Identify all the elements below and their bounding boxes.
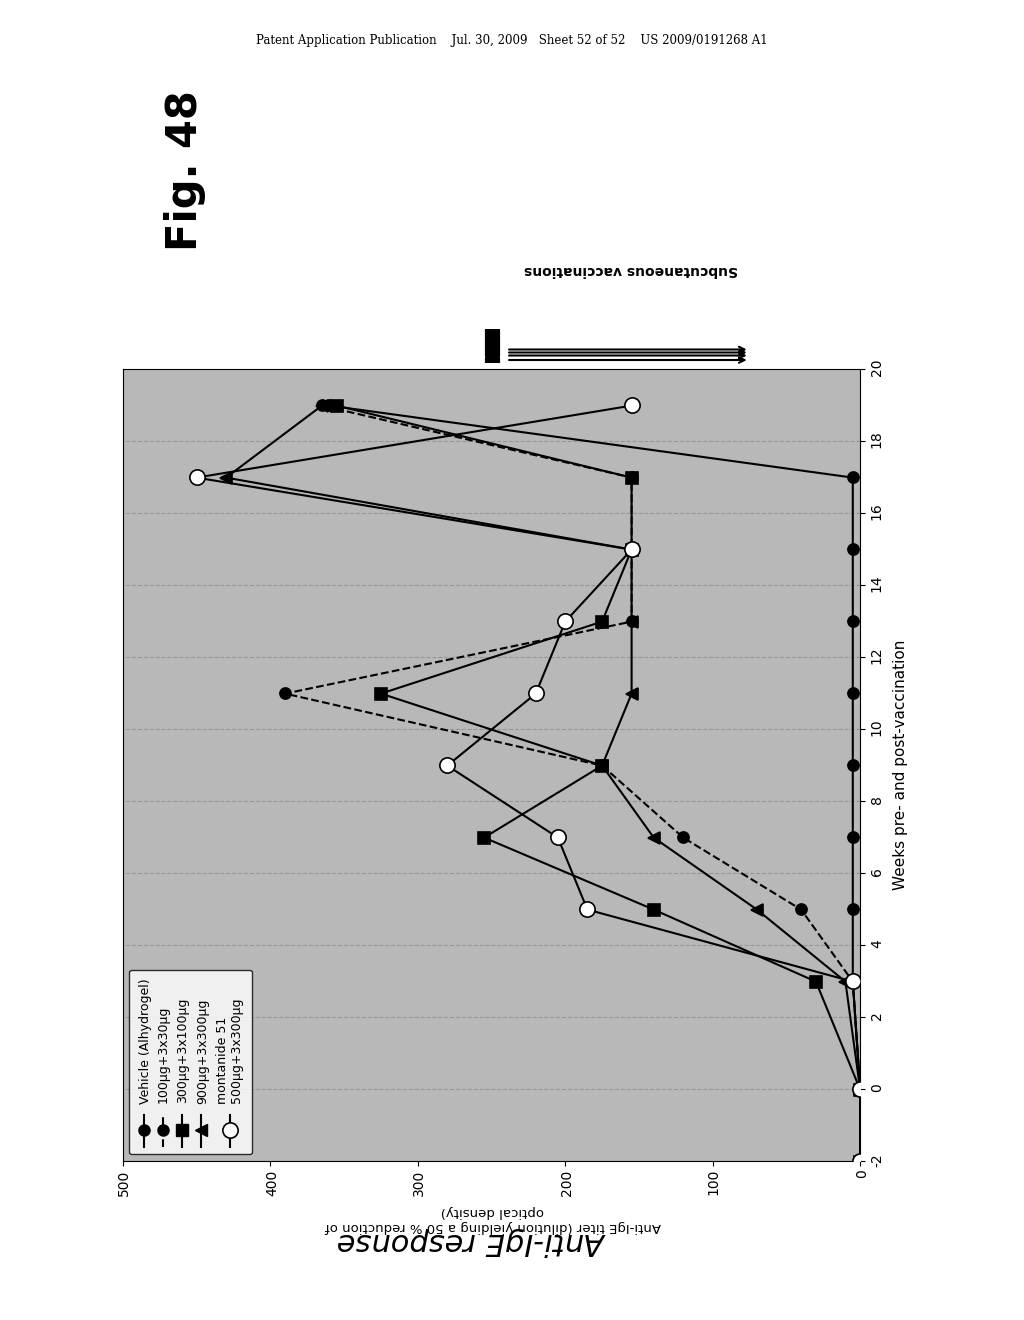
- Text: Patent Application Publication    Jul. 30, 2009   Sheet 52 of 52    US 2009/0191: Patent Application Publication Jul. 30, …: [256, 34, 768, 48]
